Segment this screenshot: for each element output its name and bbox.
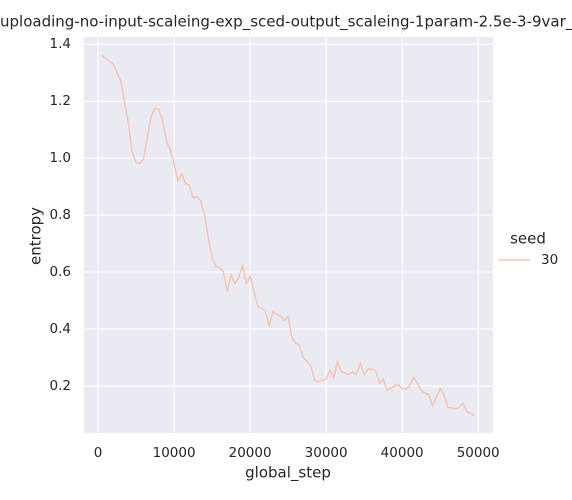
x-tick-label: 0 — [94, 445, 103, 461]
y-tick-label: 0.6 — [50, 264, 71, 280]
legend-label: 30 — [541, 252, 558, 268]
y-tick-label: 1.0 — [50, 150, 71, 166]
x-tick-label: 10000 — [153, 445, 196, 461]
x-axis-label: global_step — [245, 464, 331, 483]
x-tick-label: 30000 — [305, 445, 348, 461]
line — [101, 54, 475, 417]
chart-title: uploading-no-input-scaleing-exp_sced-out… — [0, 13, 572, 32]
legend-title: seed — [510, 230, 546, 248]
x-tick-label: 50000 — [457, 445, 500, 461]
plot-area — [84, 37, 493, 433]
y-tick-label: 0.2 — [50, 378, 71, 394]
y-tick-label: 0.8 — [50, 207, 71, 223]
x-tick-label: 20000 — [229, 445, 272, 461]
y-tick-label: 1.2 — [50, 93, 71, 109]
x-tick-label: 40000 — [381, 445, 424, 461]
y-tick-label: 1.4 — [50, 36, 71, 52]
y-tick-label: 0.4 — [50, 321, 71, 337]
y-axis-label: entropy — [27, 207, 45, 265]
